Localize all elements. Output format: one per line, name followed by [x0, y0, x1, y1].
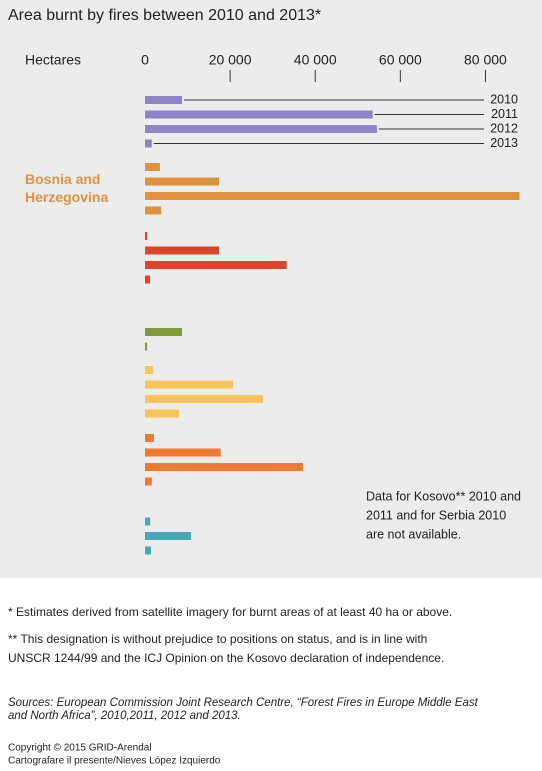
bar — [145, 261, 287, 269]
legend-label: 2013 — [490, 136, 518, 150]
legend-label: 2012 — [490, 121, 518, 135]
legend-label: 2011 — [491, 107, 518, 121]
x-tick-label: 80 000 — [464, 52, 507, 68]
bar — [145, 328, 183, 336]
sources: Sources: European Commission Joint Resea… — [8, 697, 479, 709]
bar — [145, 139, 152, 148]
bar — [145, 232, 148, 240]
bar — [145, 409, 180, 418]
bar — [145, 366, 154, 374]
bar — [145, 434, 154, 442]
bar — [145, 517, 151, 526]
copyright: Copyright © 2015 GRID-Arendal — [8, 743, 152, 754]
x-axis-label: Hectares — [25, 52, 81, 68]
bar — [145, 192, 520, 200]
bar — [145, 206, 162, 215]
bar — [145, 163, 160, 171]
bar — [145, 395, 263, 403]
x-tick-label: 60 000 — [379, 52, 422, 68]
bar — [145, 96, 183, 104]
bar — [145, 177, 220, 186]
copyright: Cartografare il presente/Nieves López Iz… — [8, 756, 221, 767]
footnote: * Estimates derived from satellite image… — [8, 605, 452, 619]
bar — [145, 380, 234, 389]
legend-label: 2010 — [490, 92, 518, 106]
bar — [145, 463, 303, 471]
sources: and North Africa”, 2010,2011, 2012 and 2… — [8, 710, 241, 722]
category-label: Bosnia and Herzegovina — [25, 170, 108, 204]
x-tick-label: 0 — [141, 52, 149, 68]
bar — [145, 546, 151, 555]
note: are not available. — [366, 527, 461, 541]
note: Data for Kosovo** 2010 and — [366, 489, 521, 503]
note: 2011 and for Serbia 2010 — [366, 508, 506, 522]
bar — [145, 110, 373, 119]
x-tick-label: 20 000 — [209, 52, 252, 68]
bar — [145, 246, 220, 255]
footnote: ** This designation is without prejudice… — [8, 632, 427, 646]
chart-title: Area burnt by fires between 2010 and 201… — [8, 7, 321, 24]
bar — [145, 448, 221, 457]
x-tick-label: 40 000 — [294, 52, 337, 68]
bar — [145, 125, 377, 133]
bar — [145, 532, 191, 540]
footnote: UNSCR 1244/99 and the ICJ Opinion on the… — [8, 651, 444, 665]
bar — [145, 477, 152, 486]
bar — [145, 342, 148, 351]
bar — [145, 275, 151, 284]
chart-background — [0, 0, 542, 578]
